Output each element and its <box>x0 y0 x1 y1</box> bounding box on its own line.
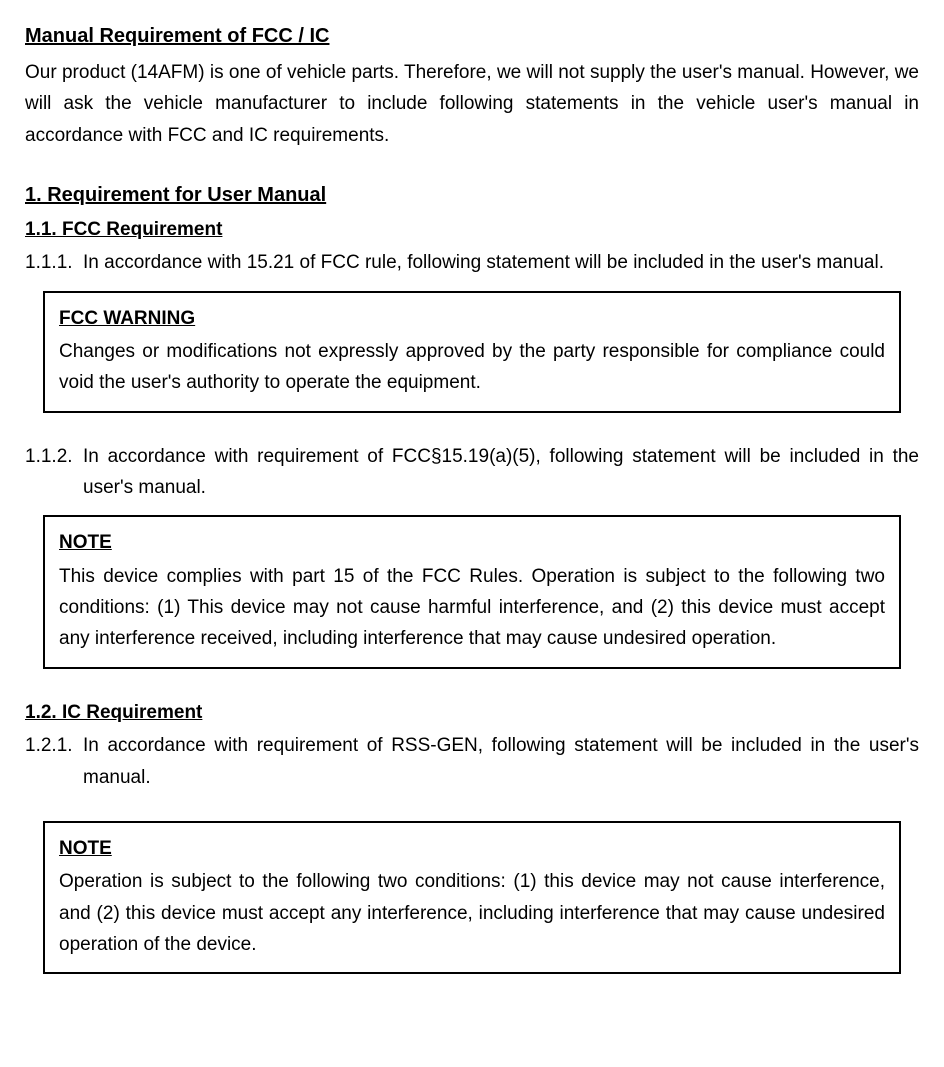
box-title: NOTE <box>59 527 885 558</box>
item-number: 1.1.2. <box>25 441 83 504</box>
box-title: FCC WARNING <box>59 303 885 334</box>
item-1-2-1: 1.2.1. In accordance with requirement of… <box>25 730 919 793</box>
section-1-1-heading: 1.1. FCC Requirement <box>25 214 919 245</box>
box-body: Changes or modifications not expressly a… <box>59 336 885 399</box>
item-1-1-2: 1.1.2. In accordance with requirement of… <box>25 441 919 504</box>
item-number: 1.1.1. <box>25 247 83 278</box>
fcc-warning-box: FCC WARNING Changes or modifications not… <box>43 291 901 413</box>
item-text: In accordance with requirement of RSS-GE… <box>83 730 919 793</box>
section-1-2-heading: 1.2. IC Requirement <box>25 697 919 728</box>
box-body: This device complies with part 15 of the… <box>59 561 885 655</box>
item-1-1-1: 1.1.1. In accordance with 15.21 of FCC r… <box>25 247 919 278</box>
note-box-1: NOTE This device complies with part 15 o… <box>43 515 901 668</box>
box-body: Operation is subject to the following tw… <box>59 866 885 960</box>
note-box-2: NOTE Operation is subject to the followi… <box>43 821 901 974</box>
item-text: In accordance with requirement of FCC§15… <box>83 441 919 504</box>
doc-title: Manual Requirement of FCC / IC <box>25 20 919 53</box>
box-title: NOTE <box>59 833 885 864</box>
item-text: In accordance with 15.21 of FCC rule, fo… <box>83 247 919 278</box>
section-1-heading: 1. Requirement for User Manual <box>25 179 919 212</box>
item-number: 1.2.1. <box>25 730 83 793</box>
intro-paragraph: Our product (14AFM) is one of vehicle pa… <box>25 57 919 151</box>
